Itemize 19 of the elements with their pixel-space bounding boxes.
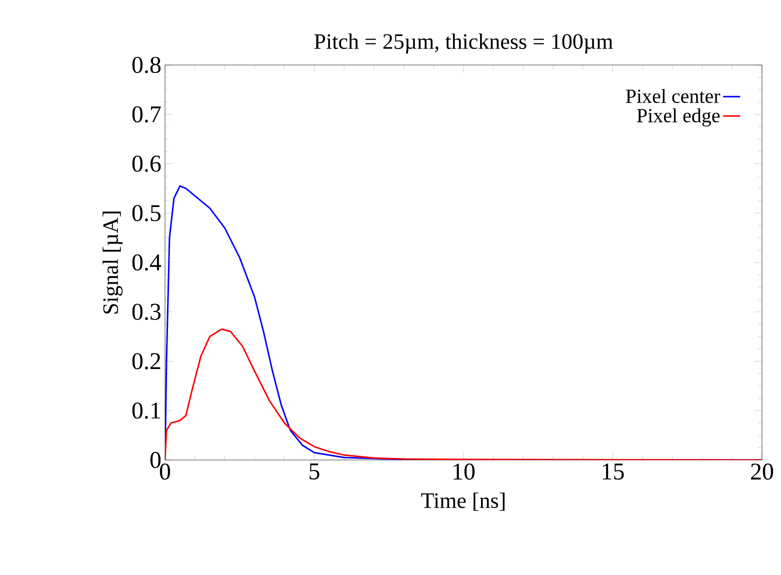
- y-tick-label: 0.7: [132, 106, 161, 123]
- y-axis-title: Signal [µA]: [102, 212, 123, 314]
- y-tick-label: 0.3: [132, 304, 161, 320]
- x-tick-label: 10: [454, 464, 475, 480]
- x-tick-label: 20: [751, 464, 774, 480]
- legend-label: Pixel center: [626, 88, 720, 104]
- line-series: [165, 328, 762, 460]
- y-tick-label: 0.1: [132, 402, 160, 419]
- y-tick-label: 0.8: [132, 56, 161, 74]
- x-tick-label: 15: [602, 464, 624, 480]
- y-tick-label: 0.5: [132, 204, 161, 222]
- y-tick-label: 0.2: [132, 353, 160, 370]
- y-tick-label: 0.4: [132, 254, 162, 271]
- chart-title: Pitch = 25µm, thickness = 100µm: [314, 34, 613, 54]
- y-tick-label: 0.6: [132, 156, 161, 172]
- x-axis-title: Time [ns]: [421, 492, 505, 511]
- legend-label: Pixel edge: [637, 108, 720, 127]
- x-tick-label: 5: [310, 464, 320, 480]
- y-tick-label: 0: [150, 452, 161, 468]
